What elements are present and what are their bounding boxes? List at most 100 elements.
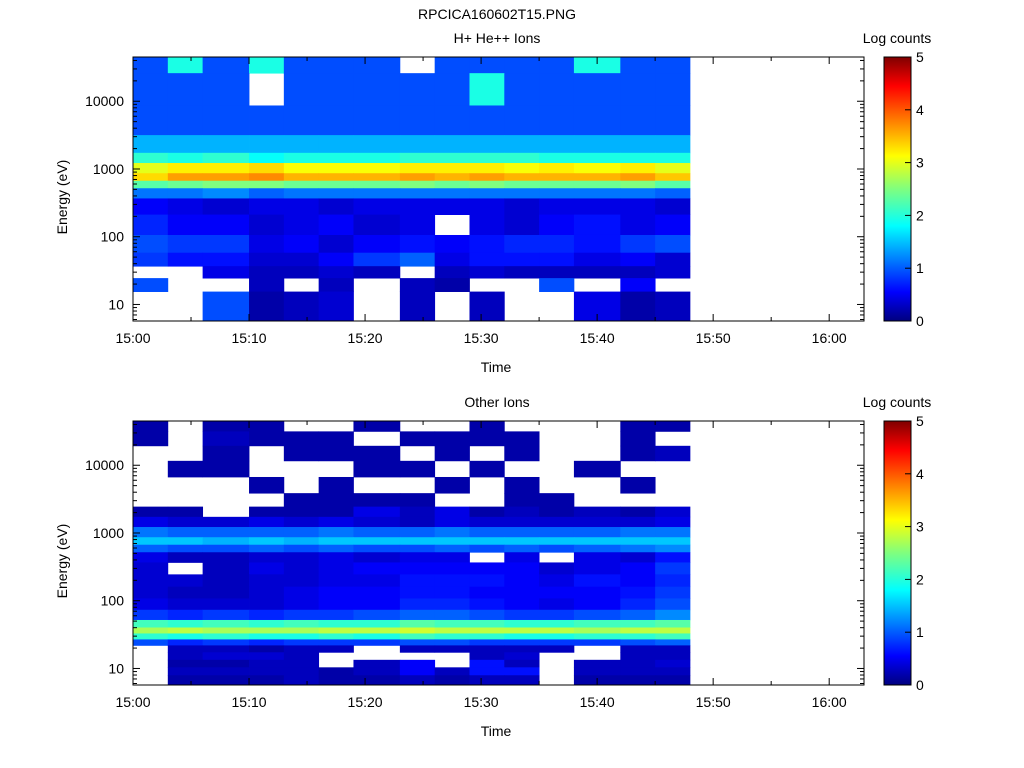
heatmap-cell bbox=[655, 586, 691, 599]
heatmap-cell bbox=[620, 537, 656, 546]
heatmap-cell bbox=[434, 627, 470, 634]
heatmap-cell bbox=[283, 214, 320, 236]
heatmap-cell bbox=[283, 163, 320, 174]
x-tick-label: 15:20 bbox=[348, 330, 383, 346]
heatmap-cell bbox=[202, 73, 250, 106]
heatmap-cell bbox=[399, 163, 436, 174]
heatmap-cell bbox=[620, 667, 656, 676]
heatmap-cell bbox=[434, 675, 470, 686]
heatmap-cell bbox=[469, 421, 505, 432]
heatmap-cell bbox=[249, 135, 285, 154]
heatmap-cell bbox=[318, 57, 354, 74]
heatmap-cell bbox=[539, 627, 575, 634]
heatmap-cell bbox=[249, 537, 285, 546]
heatmap-cell bbox=[539, 562, 575, 575]
heatmap-cell bbox=[318, 645, 354, 653]
heatmap-cell bbox=[434, 105, 470, 136]
heatmap-cell bbox=[167, 627, 204, 634]
y-tick-label: 10000 bbox=[85, 93, 124, 109]
heatmap-cell bbox=[202, 675, 250, 686]
y-axis: 10 100 1000 10000 bbox=[85, 423, 864, 684]
heatmap-cell bbox=[249, 645, 285, 653]
heatmap-cell bbox=[249, 639, 285, 646]
heatmap-cell bbox=[283, 152, 320, 164]
heatmap-cell bbox=[167, 537, 204, 546]
x-tick-label: 15:00 bbox=[115, 694, 150, 710]
heatmap-cell bbox=[620, 586, 656, 599]
heatmap-cell bbox=[434, 152, 470, 164]
heatmap-cell bbox=[202, 552, 250, 563]
heatmap-cell bbox=[655, 537, 691, 546]
y-axis: 10 100 1000 10000 bbox=[85, 59, 864, 320]
heatmap-cell bbox=[573, 135, 621, 154]
panel-h-he-ions: H+ He++ Ions Log counts Time Energy (eV)… bbox=[54, 30, 931, 375]
heatmap-cell bbox=[620, 73, 656, 106]
heatmap-cell bbox=[469, 598, 505, 611]
heatmap-cell bbox=[573, 586, 621, 599]
heatmap-cell bbox=[202, 527, 250, 538]
heatmap-cell bbox=[620, 198, 656, 215]
heatmap-cell bbox=[434, 598, 470, 611]
heatmap-cell bbox=[539, 537, 575, 546]
heatmap-cell bbox=[655, 675, 691, 686]
heatmap-cell bbox=[504, 659, 540, 668]
heatmap-cell bbox=[133, 163, 169, 174]
heatmap-cell bbox=[283, 188, 320, 199]
heatmap-cell bbox=[133, 198, 169, 215]
heatmap-cell bbox=[399, 234, 436, 254]
heatmap-cell bbox=[573, 667, 621, 676]
heatmap-cell bbox=[318, 667, 354, 676]
heatmap-cell bbox=[202, 460, 250, 478]
heatmap-cell bbox=[504, 506, 540, 518]
heatmap-cell bbox=[133, 516, 169, 528]
heatmap-cell bbox=[504, 586, 540, 599]
heatmap-cell bbox=[133, 431, 169, 447]
heatmap-cell bbox=[283, 252, 320, 267]
heatmap-cell bbox=[469, 266, 505, 279]
heatmap-cell bbox=[504, 57, 540, 74]
heatmap-cell bbox=[249, 527, 285, 538]
heatmap-cell bbox=[655, 173, 691, 182]
heatmap-cell bbox=[620, 574, 656, 588]
heatmap-cell bbox=[504, 173, 540, 182]
heatmap-cell bbox=[399, 73, 436, 106]
heatmap-cell bbox=[469, 234, 505, 254]
heatmap-cell bbox=[318, 476, 354, 494]
heatmap-cell bbox=[504, 619, 540, 628]
heatmap-cell bbox=[283, 291, 320, 322]
heatmap-cell bbox=[504, 135, 540, 154]
heatmap-cell bbox=[539, 574, 575, 588]
heatmap-cell bbox=[133, 598, 169, 611]
heatmap-cell bbox=[318, 431, 354, 447]
heatmap-cell bbox=[318, 627, 354, 634]
heatmap-cell bbox=[133, 633, 169, 640]
heatmap-cell bbox=[399, 586, 436, 599]
heatmap-cell bbox=[202, 537, 250, 546]
y-tick-label: 10000 bbox=[85, 457, 124, 473]
heatmap-cell bbox=[469, 431, 505, 447]
heatmap-cell bbox=[655, 633, 691, 640]
heatmap-cell bbox=[573, 234, 621, 254]
heatmap-cell bbox=[434, 667, 470, 676]
heatmap-cell bbox=[318, 188, 354, 199]
heatmap-cell bbox=[167, 544, 204, 553]
heatmap-cell bbox=[655, 57, 691, 74]
heatmap-cell bbox=[655, 163, 691, 174]
heatmap-cell bbox=[318, 173, 354, 182]
heatmap-cell bbox=[133, 639, 169, 646]
heatmap-cell bbox=[399, 562, 436, 575]
heatmap-cell bbox=[504, 544, 540, 553]
heatmap-cell bbox=[620, 278, 656, 292]
heatmap-cell bbox=[167, 516, 204, 528]
heatmap-cell bbox=[353, 152, 401, 164]
heatmap-cell bbox=[249, 652, 285, 661]
x-axis-label: Time bbox=[481, 359, 512, 375]
heatmap-cell bbox=[655, 667, 691, 676]
heatmap-cell bbox=[283, 173, 320, 182]
x-axis: 15:00 15:10 15:20 15:30 15:40 15:50 16:00 bbox=[115, 421, 847, 710]
heatmap-cell bbox=[539, 105, 575, 136]
heatmap-cell bbox=[353, 552, 401, 563]
heatmap-cell bbox=[434, 619, 470, 628]
heatmap-cell bbox=[249, 252, 285, 267]
heatmap-cell bbox=[133, 252, 169, 267]
